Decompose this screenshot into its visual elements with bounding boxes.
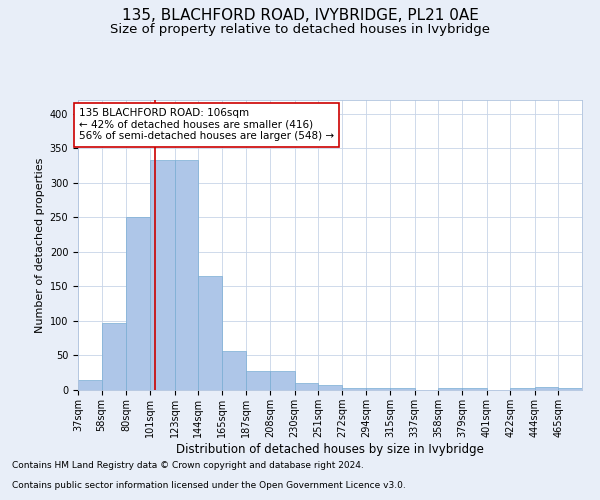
Bar xyxy=(221,350,247,390)
Bar xyxy=(390,388,415,390)
Bar xyxy=(126,216,150,390)
Bar xyxy=(78,380,101,390)
Text: Size of property relative to detached houses in Ivybridge: Size of property relative to detached ho… xyxy=(110,22,490,36)
Bar xyxy=(318,385,342,390)
Text: 135, BLACHFORD ROAD, IVYBRIDGE, PL21 0AE: 135, BLACHFORD ROAD, IVYBRIDGE, PL21 0AE xyxy=(122,8,478,22)
Bar xyxy=(367,388,390,390)
Bar xyxy=(439,388,462,390)
Y-axis label: Number of detached properties: Number of detached properties xyxy=(35,158,46,332)
Bar xyxy=(198,276,221,390)
Bar xyxy=(270,370,295,390)
Bar xyxy=(342,388,367,390)
Bar xyxy=(175,160,198,390)
Bar xyxy=(150,160,175,390)
Text: Distribution of detached houses by size in Ivybridge: Distribution of detached houses by size … xyxy=(176,442,484,456)
Text: Contains public sector information licensed under the Open Government Licence v3: Contains public sector information licen… xyxy=(12,481,406,490)
Bar xyxy=(295,383,318,390)
Text: Contains HM Land Registry data © Crown copyright and database right 2024.: Contains HM Land Registry data © Crown c… xyxy=(12,461,364,470)
Bar xyxy=(247,370,270,390)
Bar xyxy=(559,388,582,390)
Bar xyxy=(462,388,487,390)
Bar xyxy=(510,388,535,390)
Bar xyxy=(535,386,559,390)
Text: 135 BLACHFORD ROAD: 106sqm
← 42% of detached houses are smaller (416)
56% of sem: 135 BLACHFORD ROAD: 106sqm ← 42% of deta… xyxy=(79,108,334,142)
Bar xyxy=(101,323,126,390)
